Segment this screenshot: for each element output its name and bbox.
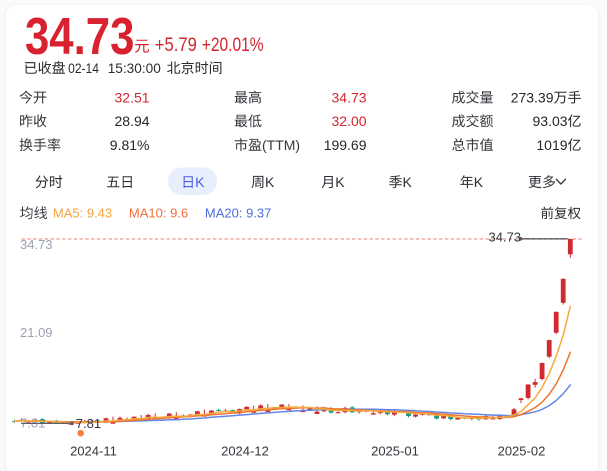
svg-text:32.00: 32.00 <box>332 113 367 129</box>
svg-text:2025-01: 2025-01 <box>371 444 419 459</box>
svg-text:15:30:00: 15:30:00 <box>108 60 161 76</box>
svg-text:+5.79: +5.79 <box>155 34 197 56</box>
svg-text:02-14: 02-14 <box>68 60 99 76</box>
svg-text:34.73: 34.73 <box>20 237 53 252</box>
svg-text:273.39: 273.39 <box>511 89 554 105</box>
svg-text:2024-12: 2024-12 <box>221 444 269 459</box>
svg-text:9.81%: 9.81% <box>110 137 150 153</box>
svg-text:MA5: 9.43: MA5: 9.43 <box>53 205 112 220</box>
svg-text:32.51: 32.51 <box>115 89 150 105</box>
svg-text:34.73: 34.73 <box>489 230 522 245</box>
svg-text:2025-02: 2025-02 <box>498 444 546 459</box>
svg-text:K: K <box>403 174 413 190</box>
svg-text:(TTM): (TTM) <box>262 137 300 153</box>
svg-text:34.73: 34.73 <box>332 89 367 105</box>
svg-text:2024-11: 2024-11 <box>70 444 117 459</box>
svg-text:K: K <box>474 174 484 190</box>
svg-text:21.09: 21.09 <box>20 325 53 340</box>
svg-text:7.81: 7.81 <box>76 416 101 431</box>
svg-text:199.69: 199.69 <box>324 137 367 153</box>
svg-text:MA10: 9.6: MA10: 9.6 <box>129 205 188 220</box>
svg-text:MA20: 9.37: MA20: 9.37 <box>205 205 272 220</box>
svg-text:34.73: 34.73 <box>25 8 134 66</box>
svg-text:93.03: 93.03 <box>533 113 568 129</box>
svg-text:K: K <box>335 174 345 190</box>
svg-text:+20.01%: +20.01% <box>202 34 264 56</box>
svg-text:K: K <box>265 174 275 190</box>
svg-text:28.94: 28.94 <box>115 113 150 129</box>
svg-text:1019: 1019 <box>536 137 567 153</box>
svg-text:K: K <box>195 174 205 190</box>
